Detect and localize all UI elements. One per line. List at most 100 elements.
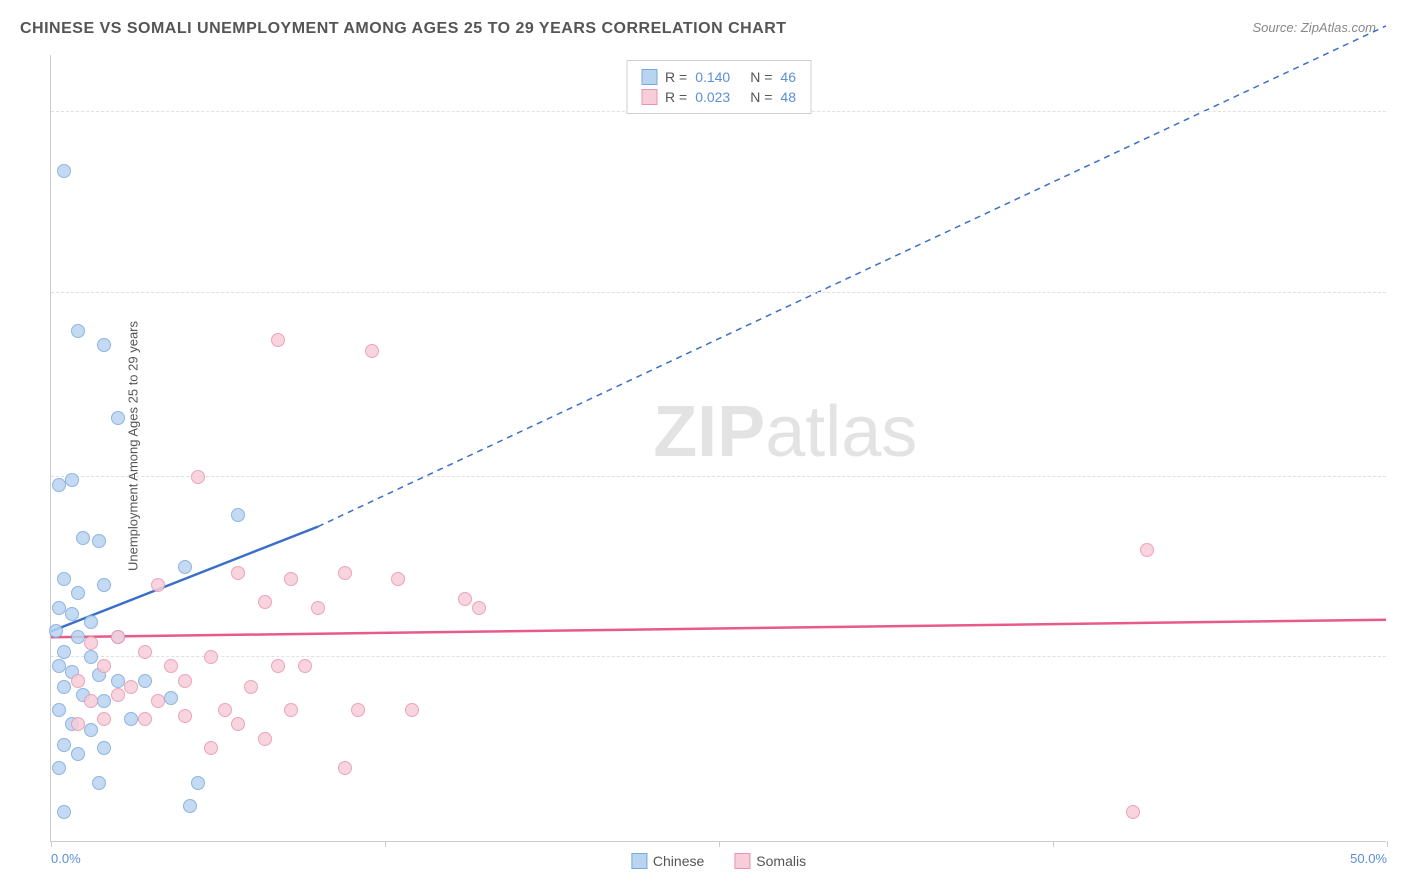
- scatter-point: [298, 659, 312, 673]
- scatter-point: [231, 717, 245, 731]
- scatter-point: [311, 601, 325, 615]
- scatter-point: [111, 411, 125, 425]
- scatter-point: [271, 659, 285, 673]
- scatter-point: [52, 703, 66, 717]
- chart-plot-area: R = 0.140N = 46R = 0.023N = 48 ZIPatlas …: [50, 55, 1386, 842]
- scatter-point: [164, 691, 178, 705]
- y-tick-label: 25.0%: [1396, 105, 1406, 120]
- scatter-point: [284, 572, 298, 586]
- legend-n-label: N =: [750, 69, 772, 85]
- scatter-point: [178, 709, 192, 723]
- scatter-point: [458, 592, 472, 606]
- scatter-point: [52, 659, 66, 673]
- scatter-point: [1126, 805, 1140, 819]
- y-tick-label: 12.5%: [1396, 469, 1406, 484]
- scatter-point: [204, 650, 218, 664]
- legend-series-item: Somalis: [734, 853, 806, 869]
- x-tick: [1387, 841, 1388, 847]
- legend-statistics-box: R = 0.140N = 46R = 0.023N = 48: [626, 60, 811, 114]
- scatter-point: [71, 717, 85, 731]
- source-attribution: Source: ZipAtlas.com: [1252, 20, 1376, 35]
- legend-n-value: 48: [780, 89, 796, 105]
- legend-stat-row: R = 0.023N = 48: [641, 87, 796, 107]
- scatter-point: [84, 615, 98, 629]
- scatter-point: [84, 694, 98, 708]
- scatter-point: [111, 630, 125, 644]
- scatter-point: [258, 732, 272, 746]
- scatter-point: [76, 531, 90, 545]
- scatter-point: [124, 712, 138, 726]
- trend-lines-svg: [51, 55, 1386, 841]
- scatter-point: [183, 799, 197, 813]
- chart-header: CHINESE VS SOMALI UNEMPLOYMENT AMONG AGE…: [0, 0, 1406, 48]
- legend-stat-row: R = 0.140N = 46: [641, 67, 796, 87]
- scatter-point: [258, 595, 272, 609]
- legend-swatch: [641, 69, 657, 85]
- scatter-point: [271, 333, 285, 347]
- scatter-point: [391, 572, 405, 586]
- legend-series-item: Chinese: [631, 853, 704, 869]
- scatter-point: [111, 688, 125, 702]
- x-tick: [719, 841, 720, 847]
- scatter-point: [52, 601, 66, 615]
- scatter-point: [178, 560, 192, 574]
- scatter-point: [365, 344, 379, 358]
- scatter-point: [231, 566, 245, 580]
- legend-r-value: 0.023: [695, 89, 730, 105]
- x-tick-label-end: 50.0%: [1350, 851, 1387, 866]
- scatter-point: [49, 624, 63, 638]
- scatter-point: [92, 534, 106, 548]
- legend-series: Chinese Somalis: [631, 853, 806, 869]
- scatter-point: [472, 601, 486, 615]
- scatter-point: [97, 659, 111, 673]
- x-tick: [1053, 841, 1054, 847]
- gridline: [51, 656, 1386, 657]
- scatter-point: [71, 324, 85, 338]
- scatter-point: [138, 712, 152, 726]
- legend-r-label: R =: [665, 89, 687, 105]
- legend-swatch: [734, 853, 750, 869]
- scatter-point: [84, 636, 98, 650]
- scatter-point: [1140, 543, 1154, 557]
- scatter-point: [71, 674, 85, 688]
- scatter-point: [71, 747, 85, 761]
- y-tick-label: 6.3%: [1396, 650, 1406, 665]
- scatter-point: [284, 703, 298, 717]
- legend-n-value: 46: [780, 69, 796, 85]
- scatter-point: [97, 338, 111, 352]
- scatter-point: [151, 578, 165, 592]
- scatter-point: [204, 741, 218, 755]
- scatter-point: [65, 607, 79, 621]
- scatter-point: [57, 645, 71, 659]
- scatter-point: [57, 805, 71, 819]
- gridline: [51, 476, 1386, 477]
- scatter-point: [231, 508, 245, 522]
- scatter-point: [57, 680, 71, 694]
- scatter-point: [244, 680, 258, 694]
- scatter-point: [97, 712, 111, 726]
- x-tick-label-start: 0.0%: [51, 851, 81, 866]
- scatter-point: [57, 572, 71, 586]
- y-tick-label: 18.8%: [1396, 286, 1406, 301]
- scatter-point: [218, 703, 232, 717]
- trend-line-dashed: [318, 26, 1386, 527]
- scatter-point: [97, 741, 111, 755]
- scatter-point: [71, 630, 85, 644]
- scatter-point: [191, 776, 205, 790]
- scatter-point: [52, 478, 66, 492]
- legend-r-label: R =: [665, 69, 687, 85]
- chart-title: CHINESE VS SOMALI UNEMPLOYMENT AMONG AGE…: [20, 20, 787, 38]
- legend-swatch: [631, 853, 647, 869]
- x-tick: [385, 841, 386, 847]
- scatter-point: [351, 703, 365, 717]
- scatter-point: [138, 645, 152, 659]
- scatter-point: [338, 761, 352, 775]
- scatter-point: [151, 694, 165, 708]
- scatter-point: [57, 738, 71, 752]
- scatter-point: [71, 586, 85, 600]
- scatter-point: [124, 680, 138, 694]
- scatter-point: [111, 674, 125, 688]
- legend-swatch: [641, 89, 657, 105]
- legend-series-label: Chinese: [653, 853, 704, 869]
- gridline: [51, 292, 1386, 293]
